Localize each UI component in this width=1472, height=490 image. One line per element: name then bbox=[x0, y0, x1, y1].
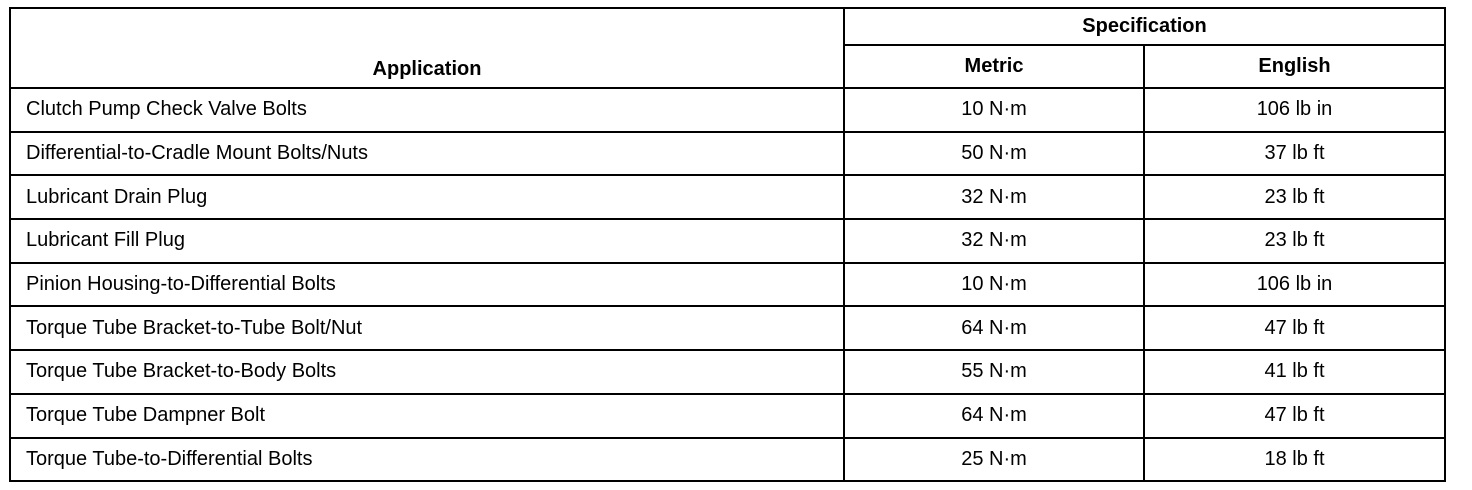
table-header: Application Specification Metric English bbox=[9, 7, 1447, 89]
table-cell: 47 lb ft bbox=[1142, 392, 1447, 439]
table-cell: Torque Tube Bracket-to-Tube Bolt/Nut bbox=[9, 305, 845, 352]
header-cell: Application bbox=[9, 7, 845, 89]
table-cell: Torque Tube-to-Differential Bolts bbox=[9, 436, 845, 483]
table-cell: 55 N·m bbox=[843, 349, 1145, 395]
table-row: Torque Tube Dampner Bolt 64 N·m 47 lb ft bbox=[9, 392, 1447, 439]
table-cell: 23 lb ft bbox=[1142, 174, 1447, 221]
table-cell: 64 N·m bbox=[843, 305, 1145, 352]
table-cell: 106 lb in bbox=[1142, 261, 1447, 308]
table-cell: 37 lb ft bbox=[1142, 130, 1447, 177]
table-cell: 106 lb in bbox=[1142, 87, 1447, 133]
table-cell: Torque Tube Bracket-to-Body Bolts bbox=[9, 349, 845, 395]
table-cell: 18 lb ft bbox=[1142, 436, 1447, 483]
table-cell: Differential-to-Cradle Mount Bolts/Nuts bbox=[9, 130, 845, 177]
header-cell: Metric bbox=[843, 44, 1145, 89]
header-row: Application Specification bbox=[9, 7, 1447, 89]
table-row: Torque Tube-to-Differential Bolts 25 N·m 1… bbox=[9, 436, 1447, 483]
header-row: Metric English bbox=[10, 44, 1447, 89]
table-cell: 10 N·m bbox=[843, 261, 1145, 308]
table-body: Clutch Pump Check Valve Bolts 10 N·m 106 l… bbox=[9, 87, 1447, 483]
table-cell: 25 N·m bbox=[843, 436, 1145, 483]
table-row: Lubricant Drain Plug 32 N·m 23 lb ft bbox=[9, 174, 1447, 221]
table-cell: 23 lb ft bbox=[1142, 218, 1447, 264]
table-cell: Lubricant Fill Plug bbox=[9, 218, 845, 264]
table-cell: Pinion Housing-to-Differential Bolts bbox=[9, 261, 845, 308]
table-cell: 41 lb ft bbox=[1142, 349, 1447, 395]
header-cell: English bbox=[1142, 44, 1447, 89]
table-row: Differential-to-Cradle Mount Bolts/Nuts 5… bbox=[9, 130, 1447, 177]
header-cell: Specification bbox=[842, 7, 1447, 46]
table-cell: 64 N·m bbox=[843, 392, 1145, 439]
table-cell: 10 N·m bbox=[843, 87, 1145, 133]
table-cell: 47 lb ft bbox=[1142, 305, 1447, 352]
table-row: Torque Tube Bracket-to-Tube Bolt/Nut 64 N… bbox=[9, 305, 1447, 352]
torque-table: Application Specification Metric English… bbox=[9, 7, 1447, 483]
table-row: Lubricant Fill Plug 32 N·m 23 lb ft bbox=[9, 218, 1447, 264]
table-cell: 32 N·m bbox=[843, 174, 1145, 221]
table-cell: Lubricant Drain Plug bbox=[9, 174, 845, 221]
table-row: Pinion Housing-to-Differential Bolts 10 N… bbox=[9, 261, 1447, 308]
table-row: Torque Tube Bracket-to-Body Bolts 55 N·m 4… bbox=[9, 349, 1447, 395]
table-row: Clutch Pump Check Valve Bolts 10 N·m 106 l… bbox=[9, 87, 1447, 133]
table-cell: Clutch Pump Check Valve Bolts bbox=[9, 87, 845, 133]
table-cell: 32 N·m bbox=[843, 218, 1145, 264]
table-cell: Torque Tube Dampner Bolt bbox=[9, 392, 845, 439]
table-cell: 50 N·m bbox=[843, 130, 1145, 177]
